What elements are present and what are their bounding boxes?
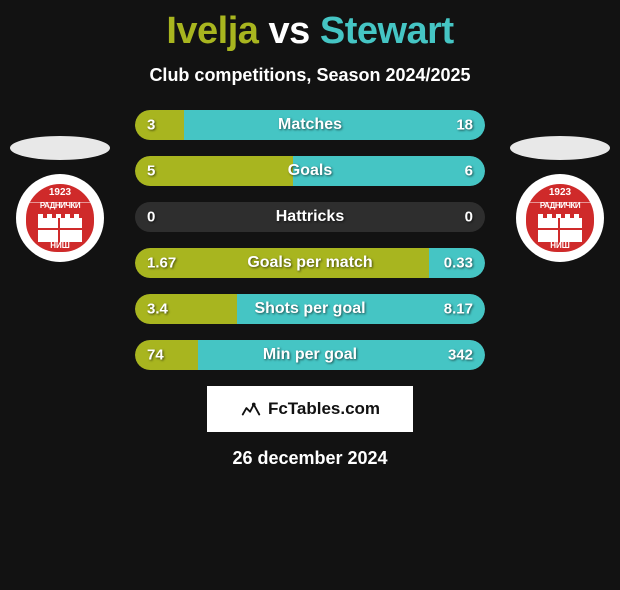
stat-row: 3.4 8.17 Shots per goal — [135, 294, 485, 324]
stat-value-right: 0 — [465, 209, 473, 226]
date-text: 26 december 2024 — [0, 448, 620, 469]
stat-value-right: 8.17 — [444, 301, 473, 318]
stat-value-right: 6 — [465, 163, 473, 180]
stat-value-right: 342 — [448, 347, 473, 364]
title-right: Stewart — [320, 10, 454, 52]
stat-label: Goals — [288, 162, 332, 180]
stat-value-right: 18 — [456, 117, 473, 134]
stat-value-left: 3.4 — [147, 301, 168, 318]
stat-row: 5 6 Goals — [135, 156, 485, 186]
title-left: Ivelja — [166, 10, 258, 52]
title-mid: vs — [269, 10, 310, 52]
stat-label: Min per goal — [263, 346, 357, 364]
subtitle: Club competitions, Season 2024/2025 — [0, 65, 620, 86]
stat-value-left: 1.67 — [147, 255, 176, 272]
brand-badge: FcTables.com — [207, 386, 413, 432]
stat-label: Goals per match — [247, 254, 372, 272]
stat-label: Hattricks — [276, 208, 344, 226]
stat-fill-left — [135, 340, 198, 370]
stat-value-left: 74 — [147, 347, 164, 364]
stat-row: 3 18 Matches — [135, 110, 485, 140]
brand-text: FcTables.com — [268, 399, 380, 419]
stat-fill-left — [135, 110, 184, 140]
stat-fill-left — [135, 156, 293, 186]
stat-value-left: 0 — [147, 209, 155, 226]
stats-container: 3 18 Matches 5 6 Goals 0 0 Hattricks 1.67 0.33 Goal… — [135, 110, 485, 370]
stat-row: 1.67 0.33 Goals per match — [135, 248, 485, 278]
page-title: Ivelja vs Stewart — [0, 10, 620, 53]
stat-value-left: 5 — [147, 163, 155, 180]
stat-label: Shots per goal — [254, 300, 365, 318]
fctables-logo-icon — [240, 398, 262, 420]
stat-value-right: 0.33 — [444, 255, 473, 272]
stat-row: 74 342 Min per goal — [135, 340, 485, 370]
stat-row: 0 0 Hattricks — [135, 202, 485, 232]
stat-label: Matches — [278, 116, 342, 134]
stat-value-left: 3 — [147, 117, 155, 134]
